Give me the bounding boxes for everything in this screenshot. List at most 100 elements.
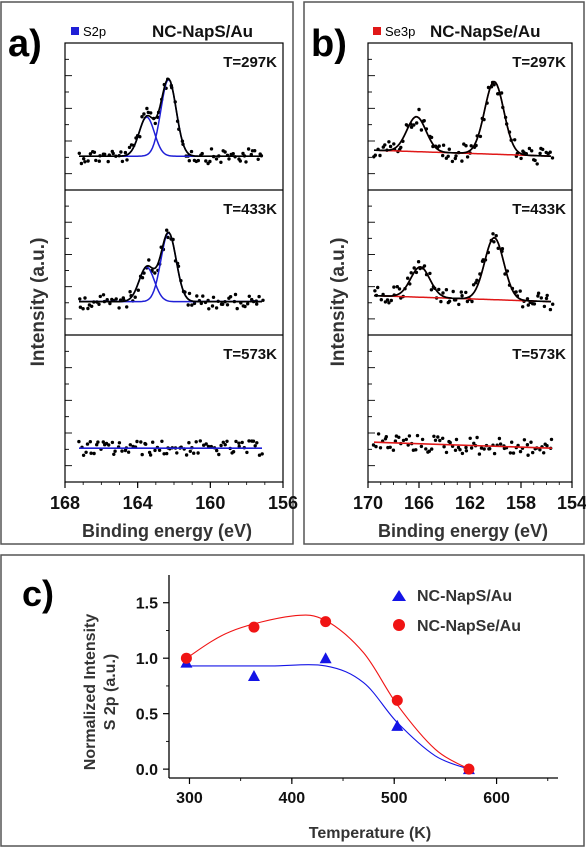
panel-a-data-point	[126, 450, 131, 454]
panel-b-data-point	[447, 299, 452, 303]
panel-a-data-point	[199, 301, 203, 306]
panel-a-letter: a)	[8, 23, 42, 65]
panel-b-data-point	[432, 434, 436, 438]
panel-b-data-point	[535, 162, 539, 166]
panel-b-frame	[303, 1, 585, 545]
panel-b-data-point	[519, 156, 523, 161]
panel-b-data-point	[395, 285, 399, 289]
panel-a-data-point	[223, 443, 227, 447]
panel-b-data-point	[532, 302, 537, 306]
panel-a-data-point	[231, 152, 235, 156]
panel-a-data-point	[151, 440, 155, 444]
panel-b-data-point	[470, 299, 474, 304]
panel-b-data-point	[544, 296, 549, 301]
panel-a-component-curve	[79, 116, 262, 157]
panel-b-data-point	[378, 446, 383, 450]
panel-a-data-point	[188, 449, 192, 453]
panel-b-data-point	[469, 144, 473, 148]
panel-a-ylabel: Intensity (a.u.)	[28, 238, 49, 367]
panel-b-temp-label: T=433K	[512, 201, 566, 218]
panel-a-data-point	[123, 448, 128, 453]
panel-a-data-point	[211, 295, 216, 299]
panel-a-data-point	[204, 159, 208, 163]
panel-b-data-point	[433, 438, 438, 442]
panel-b-data-point	[388, 144, 393, 149]
panel-c-point-napse	[180, 652, 192, 664]
panel-a-data-point	[142, 112, 146, 116]
panel-a-data-point	[140, 276, 145, 280]
panel-b-data-point	[511, 451, 516, 455]
panel-b-temp-label: T=573K	[512, 346, 566, 363]
panel-b-data-point	[397, 435, 401, 439]
panel-a-data-point	[86, 306, 90, 311]
panel-b-data-point	[399, 145, 403, 150]
panel-a-data-point	[201, 294, 205, 298]
panel-a-data-point	[238, 159, 242, 163]
panel-b-data-point	[521, 305, 525, 309]
panel-a-data-point	[112, 452, 116, 456]
panel-b-data-point	[437, 144, 441, 148]
panel-b-data-point	[412, 266, 416, 270]
panel-b-data-point	[541, 147, 545, 152]
panel-a-data-point	[138, 135, 142, 139]
panel-c-point-naps	[247, 669, 260, 681]
panel-a-data-point	[79, 161, 84, 166]
panel-a-data-point	[77, 151, 82, 155]
panel-a-data-point	[237, 441, 241, 445]
panel-a-data-point	[97, 302, 101, 306]
panel-a-data-point	[106, 159, 110, 164]
panel-b-data-point	[446, 154, 450, 158]
panel-a-data-point	[153, 271, 157, 275]
panel-a-data-point	[194, 440, 198, 444]
panel-b-data-point	[530, 149, 534, 153]
panel-a-data-point	[228, 295, 233, 299]
panel-b-sample-title: NC-NapSe/Au	[430, 22, 541, 41]
panel-a-data-point	[114, 297, 118, 301]
panel-a-data-point	[89, 451, 93, 455]
panel-a-data-point	[187, 159, 191, 163]
panel-b-data-point	[409, 271, 413, 275]
panel-b-data-point	[419, 128, 424, 132]
panel-b-data-point	[508, 451, 513, 455]
panel-a-data-point	[148, 453, 153, 457]
panel-a-data-point	[219, 160, 223, 164]
panel-b-data-point	[488, 447, 492, 451]
panel-b-data-point	[518, 449, 523, 454]
panel-b-data-point	[464, 445, 468, 450]
panel-a-data-point	[147, 450, 152, 455]
panel-a-data-point	[204, 442, 208, 446]
panel-b-data-point	[465, 155, 470, 159]
panel-a-data-point	[119, 150, 123, 154]
panel-a-data-point	[147, 258, 151, 262]
panel-b-data-point	[525, 443, 530, 447]
panel-b-data-point	[453, 156, 457, 161]
panel-b-xtick-label: 170	[353, 493, 383, 513]
panel-a-data-point	[196, 451, 200, 455]
panel-a-data-point	[96, 440, 100, 444]
plot-layer: 168 164 160 156 T=297K T=433K T=573K 170 166 162 1…	[50, 42, 586, 807]
panel-a-data-point	[140, 452, 144, 457]
panel-b-data-point	[468, 436, 472, 440]
panel-a-data-point	[190, 303, 194, 307]
panel-a-data-point	[221, 302, 225, 306]
panel-a-data-point	[187, 291, 192, 296]
panel-b-data-point	[373, 289, 377, 293]
panel-a-data-point	[111, 151, 115, 156]
panel-a-data-point	[120, 449, 124, 453]
panel-a-data-point	[128, 443, 132, 447]
panel-b-data-point	[549, 437, 554, 442]
panel-c-fit-curve	[186, 614, 470, 770]
panel-c-point-naps	[319, 652, 332, 664]
panel-b-envelope-curve	[374, 80, 552, 158]
panel-c-xlabel: Temperature (K)	[309, 825, 431, 842]
panel-a-legend-swatch	[71, 27, 79, 35]
panel-c-xtick-label: 400	[278, 790, 305, 807]
panel-a-data-point	[101, 440, 106, 444]
panel-a-data-point	[108, 301, 112, 306]
panel-b-data-point	[374, 444, 378, 449]
panel-b-data-point	[531, 450, 535, 455]
panel-a-data-point	[125, 158, 129, 162]
panel-b-data-point	[538, 151, 542, 156]
panel-a-data-point	[243, 304, 247, 309]
panel-b-data-point	[526, 303, 530, 307]
